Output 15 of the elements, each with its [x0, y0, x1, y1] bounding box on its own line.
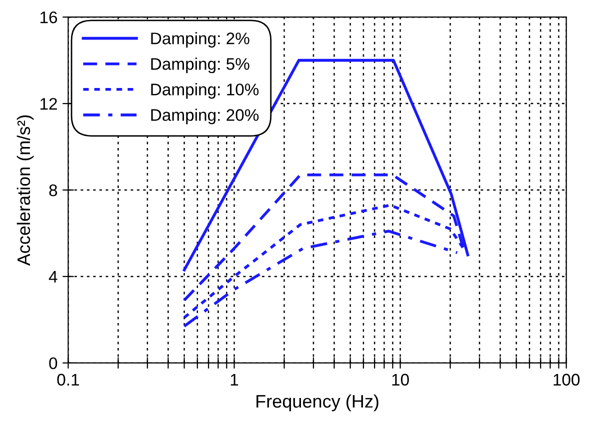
- y-tick-label: 4: [48, 271, 58, 283]
- x-tick-label: 0.1: [57, 374, 79, 386]
- y-axis-title: Acceleration (m/s²): [16, 115, 34, 266]
- y-tick-label: 16: [40, 11, 58, 24]
- y-tick-label: 8: [49, 184, 58, 196]
- x-tick-label: 100: [554, 374, 580, 386]
- legend-label: Damping: 2%: [151, 32, 250, 48]
- x-tick-label: 1: [230, 374, 238, 386]
- x-tick-label: 10: [392, 374, 409, 386]
- y-tick-label: 12: [40, 98, 57, 110]
- legend-label: Damping: 5%: [151, 58, 250, 74]
- legend-label: Damping: 10%: [151, 83, 259, 99]
- y-tick-label: 0: [49, 357, 58, 370]
- legend-label: Damping: 20%: [151, 108, 259, 124]
- x-axis-title: Frequency (Hz): [256, 394, 378, 412]
